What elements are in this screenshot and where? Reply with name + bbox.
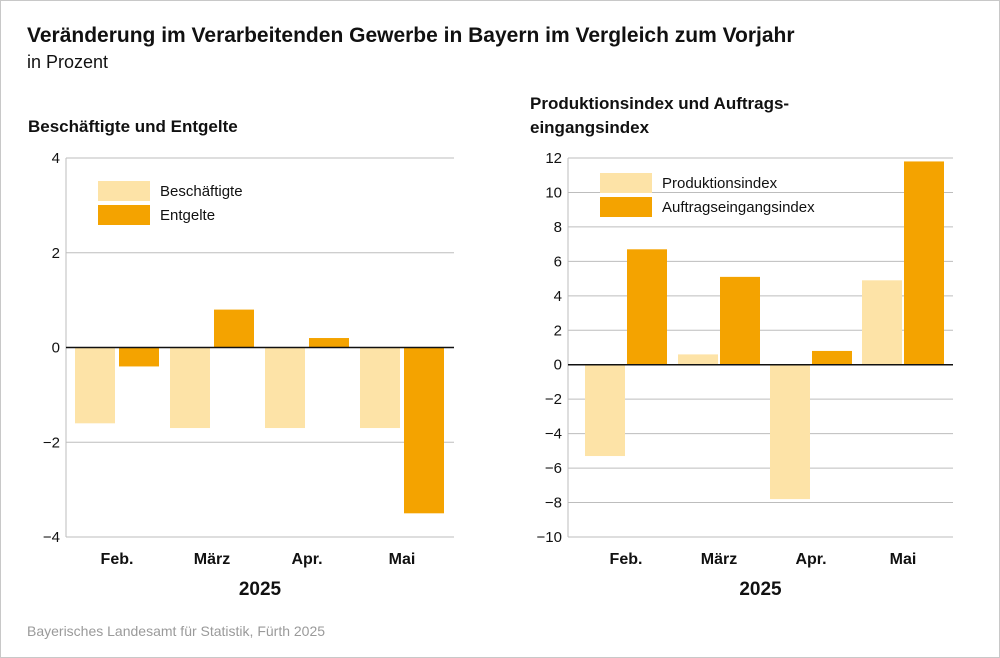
chart2-ytick-label: −2 [545,391,562,408]
chart2-bar-auftragseingangsindex [627,249,667,365]
chart1-bar-beschäftigte [170,347,210,429]
chart2-ytick-label: −10 [537,529,562,546]
chart2-bar-produktionsindex [862,280,902,365]
chart2-ytick-label: 12 [545,150,562,167]
chart2-category-label: Feb. [610,551,643,568]
chart1-ytick-label: −2 [43,434,60,451]
chart1-bar-beschäftigte [265,347,305,429]
chart1-bar-beschäftigte [75,347,115,424]
chart1-category-label: Mai [389,551,416,568]
chart2-legend-swatch [600,173,652,193]
chart2-legend-swatch [600,197,652,217]
chart1-bar-entgelte [309,338,349,348]
chart1-category-label: März [194,551,230,568]
chart2-x-axis-label: 2025 [739,579,782,600]
chart2-category-label: Apr. [795,551,826,568]
chart2-ytick-label: −6 [545,460,562,477]
chart1-legend-swatch [98,181,150,201]
chart2-ytick-label: 2 [554,322,562,339]
chart1-ytick-label: 0 [52,340,60,357]
chart2-ytick-label: 6 [554,253,562,270]
chart1-legend-label: Entgelte [160,207,215,224]
chart2-ytick-label: 0 [554,357,562,374]
chart2-bar-produktionsindex [678,354,718,365]
chart2-category-label: Mai [890,551,917,568]
chart1-legend-swatch [98,205,150,225]
source-note: Bayerisches Landesamt für Statistik, Für… [27,623,326,639]
chart1-bar-entgelte [119,347,159,367]
chart2-bar-produktionsindex [770,364,810,500]
chart1-bar-entgelte [404,347,444,514]
chart1-category-label: Feb. [101,551,134,568]
chart1-bar-entgelte [214,309,254,348]
chart2-bar-produktionsindex [585,364,625,457]
chart1-title: Beschäftigte und Entgelte [28,117,238,136]
chart2-ytick-label: 8 [554,219,562,236]
chart2-ytick-label: 4 [554,288,562,305]
chart2-category-label: März [701,551,737,568]
chart2-title: Produktionsindex und Auftrags- eingangsi… [530,94,790,137]
page-title: Veränderung im Verarbeitenden Gewerbe in… [27,24,795,47]
chart1-x-axis-label: 2025 [239,579,282,600]
chart2-bar-auftragseingangsindex [720,276,760,365]
chart1-legend-label: Beschäftigte [160,183,243,200]
chart2-ytick-label: −8 [545,495,562,512]
chart2-legend-label: Produktionsindex [662,175,778,192]
chart2-legend-label: Auftragseingangsindex [662,199,815,216]
page-subtitle: in Prozent [27,52,109,72]
chart1-bar-beschäftigte [360,347,400,429]
chart1-category-label: Apr. [291,551,322,568]
chart2-ytick-label: −4 [545,426,562,443]
chart1-ytick-label: −4 [43,529,60,546]
chart1-ytick-label: 2 [52,245,60,262]
chart2-bar-auftragseingangsindex [904,161,944,365]
chart2-ytick-label: 10 [545,184,562,201]
chart2-bar-auftragseingangsindex [812,350,852,365]
chart1-ytick-label: 4 [52,150,60,167]
